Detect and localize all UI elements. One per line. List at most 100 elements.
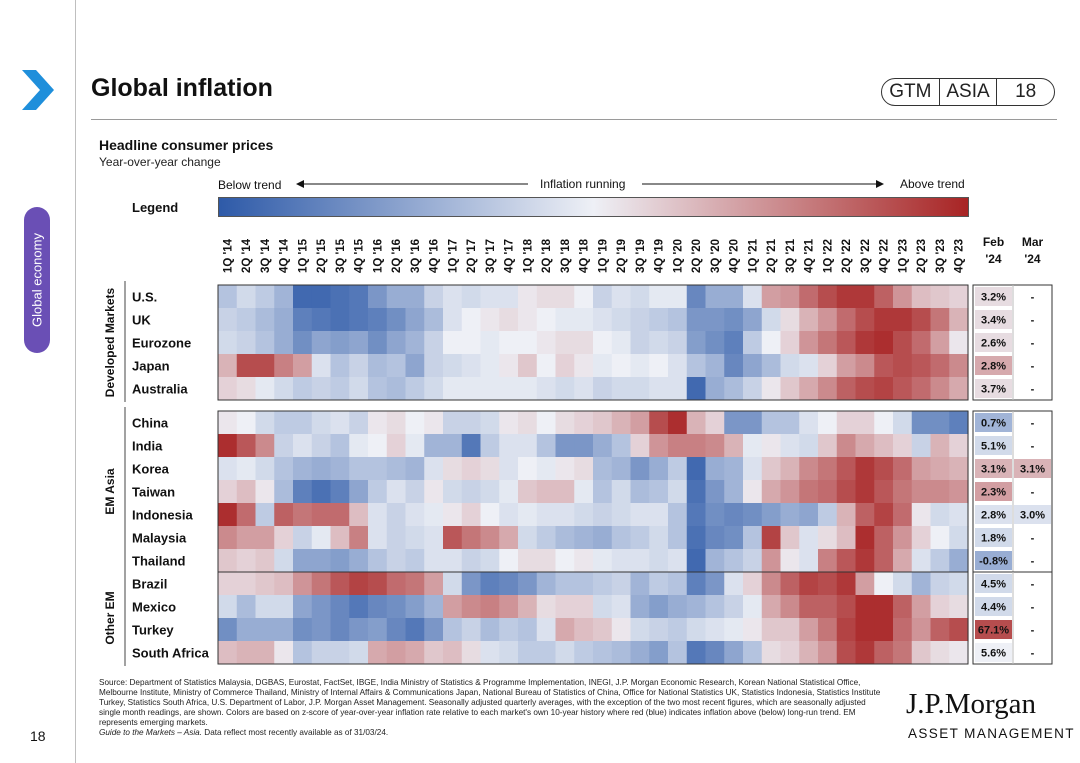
heat-cell [874,377,894,401]
heat-cell [780,285,800,309]
heat-cell [649,308,669,332]
heat-cell [874,595,894,619]
heat-cell [330,308,350,332]
heat-cell [668,308,688,332]
heat-cell [480,503,500,527]
latest-mar-label: 3.0% [1020,510,1045,522]
heat-cell [386,595,407,619]
column-header: 3Q '20 [710,239,722,273]
heat-cell [236,457,257,481]
heat-cell [499,411,519,435]
heat-cell [311,331,332,355]
heat-cell [518,411,538,435]
heat-cell [743,377,763,401]
heat-cell [818,572,838,596]
heat-cell [874,331,894,355]
heat-cell [311,618,332,642]
heat-cell [611,641,632,665]
heat-cell [836,285,857,309]
latest-feb-label: 2.8% [981,361,1006,373]
heat-cell [893,434,913,458]
heat-cell [874,411,894,435]
heat-cell [293,331,313,355]
heat-cell [649,549,669,573]
latest-mar-label: - [1031,361,1035,373]
heat-cell [293,572,313,596]
heat-cell [593,618,613,642]
heat-cell [724,308,744,332]
heat-cell [255,457,275,481]
heat-cell [274,434,294,458]
heat-cell [274,411,294,435]
heat-cell [424,308,444,332]
heat-cell [686,434,707,458]
heat-cell [836,434,857,458]
heat-cell [311,549,332,573]
heat-cell [293,503,313,527]
heat-cell [424,377,444,401]
heat-cell [349,572,369,596]
latest-mar-label: - [1031,315,1035,327]
heat-cell [574,285,594,309]
heat-cell [311,526,332,550]
heat-cell [630,549,650,573]
heat-cell [949,526,969,550]
heat-cell [686,641,707,665]
heat-cell [649,526,669,550]
heat-cell [218,434,238,458]
heat-cell [461,526,482,550]
heat-cell [836,641,857,665]
heatmap-chart: 1Q '14 2Q '14 3Q '14 4Q '14 1Q '15 2Q '15 3Q '… [103,235,1053,666]
heat-cell [855,285,875,309]
heat-cell [461,331,482,355]
heat-cell [893,354,913,378]
heat-cell [593,331,613,355]
heat-cell [818,434,838,458]
heat-cell [368,285,388,309]
heat-cell [368,549,388,573]
heat-cell [536,434,557,458]
heat-cell [218,618,238,642]
latest-feb-label: 3.2% [981,292,1006,304]
heat-cell [911,526,932,550]
heat-cell [536,549,557,573]
heat-cell [818,457,838,481]
heat-cell [705,377,725,401]
heat-cell [480,308,500,332]
heat-cell [930,354,950,378]
heat-cell [236,377,257,401]
heat-cell [424,411,444,435]
heat-cell [593,503,613,527]
heat-cell [386,503,407,527]
heat-cell [293,354,313,378]
heat-cell [855,377,875,401]
row-label: UK [132,313,151,328]
row-label: Turkey [132,623,174,638]
heat-cell [799,526,819,550]
heat-cell [893,308,913,332]
section-tab[interactable] [24,207,50,353]
heat-cell [836,331,857,355]
column-header: 3Q '17 [485,239,497,273]
heat-cell [349,549,369,573]
heat-cell [330,549,350,573]
heat-cell [330,526,350,550]
heat-cell [405,308,425,332]
heat-cell [949,285,969,309]
column-header: 2Q '17 [466,239,478,273]
heat-cell [593,526,613,550]
heat-cell [443,641,463,665]
column-header: 2Q '19 [616,239,628,273]
heat-cell [386,285,407,309]
heat-cell [518,285,538,309]
heat-cell [724,526,744,550]
heat-cell [480,641,500,665]
heat-cell [668,434,688,458]
heat-cell [818,503,838,527]
heat-cell [611,434,632,458]
heat-cell [518,480,538,504]
heat-cell [574,549,594,573]
heat-cell [686,354,707,378]
heat-cell [518,434,538,458]
heat-cell [424,572,444,596]
